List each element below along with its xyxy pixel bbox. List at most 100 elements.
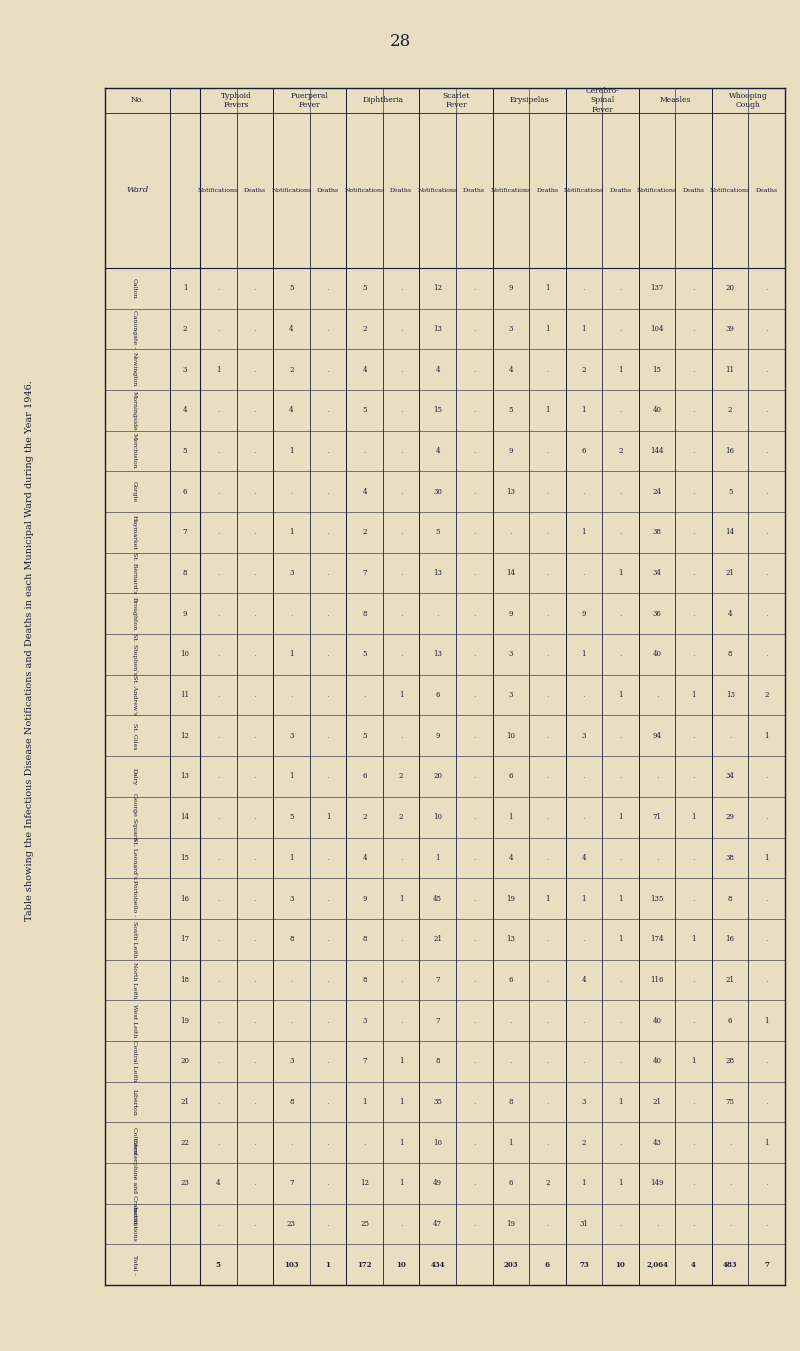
Text: Whooping
Cough: Whooping Cough <box>729 92 768 109</box>
Text: .: . <box>254 692 256 698</box>
Text: .: . <box>546 609 549 617</box>
Text: .: . <box>766 447 768 455</box>
Text: 144: 144 <box>650 447 664 455</box>
Text: Deaths: Deaths <box>536 188 558 193</box>
Text: 5: 5 <box>289 813 294 821</box>
Text: 2: 2 <box>728 407 733 415</box>
Text: 103: 103 <box>284 1260 298 1269</box>
Text: 1: 1 <box>582 407 586 415</box>
Text: 8: 8 <box>728 894 733 902</box>
Text: 34: 34 <box>726 773 734 781</box>
Text: .: . <box>692 732 695 740</box>
Text: 2,064: 2,064 <box>646 1260 668 1269</box>
Text: .: . <box>766 1058 768 1065</box>
Text: .: . <box>400 447 402 455</box>
Text: 8: 8 <box>509 1098 513 1106</box>
Text: 7: 7 <box>435 1016 440 1024</box>
Text: 4: 4 <box>728 609 733 617</box>
Text: .: . <box>692 284 695 292</box>
Text: .: . <box>510 1016 512 1024</box>
Text: 172: 172 <box>358 1260 372 1269</box>
Text: West Leith: West Leith <box>132 1004 137 1038</box>
Text: 11: 11 <box>181 692 190 698</box>
Text: Notifications: Notifications <box>418 188 458 193</box>
Text: 15: 15 <box>181 854 190 862</box>
Text: 1: 1 <box>399 692 403 698</box>
Text: 1: 1 <box>618 569 622 577</box>
Text: 1: 1 <box>399 1139 403 1147</box>
Text: 20: 20 <box>181 1058 190 1065</box>
Text: 16: 16 <box>726 447 734 455</box>
Text: 5: 5 <box>435 528 440 536</box>
Text: 3: 3 <box>509 326 513 332</box>
Text: 21: 21 <box>653 1098 662 1106</box>
Text: 8: 8 <box>289 935 294 943</box>
Text: .: . <box>217 488 219 496</box>
Text: .: . <box>473 975 475 984</box>
Text: .: . <box>326 650 330 658</box>
Text: .: . <box>326 894 330 902</box>
Text: 6: 6 <box>545 1260 550 1269</box>
Text: .: . <box>326 488 330 496</box>
Text: .: . <box>692 326 695 332</box>
Text: 434: 434 <box>430 1260 445 1269</box>
Text: 10: 10 <box>396 1260 406 1269</box>
Text: .: . <box>217 326 219 332</box>
Text: 28: 28 <box>390 32 410 50</box>
Text: 1: 1 <box>618 366 622 374</box>
Text: .: . <box>326 284 330 292</box>
Text: 21: 21 <box>181 1098 190 1106</box>
Text: .: . <box>766 894 768 902</box>
Text: 2: 2 <box>399 773 403 781</box>
Text: Deaths: Deaths <box>756 188 778 193</box>
Text: .: . <box>254 773 256 781</box>
Text: .: . <box>473 894 475 902</box>
Text: 8: 8 <box>289 1098 294 1106</box>
Text: .: . <box>582 1016 586 1024</box>
Text: 2: 2 <box>289 366 294 374</box>
Text: .: . <box>546 773 549 781</box>
Text: St. Leonard's: St. Leonard's <box>132 836 137 880</box>
Text: .: . <box>473 1098 475 1106</box>
Text: 40: 40 <box>653 1016 662 1024</box>
Text: George Square: George Square <box>132 793 137 840</box>
Text: 9: 9 <box>435 732 440 740</box>
Text: .: . <box>766 609 768 617</box>
Text: .: . <box>254 975 256 984</box>
Text: .: . <box>766 1098 768 1106</box>
Text: 9: 9 <box>362 894 366 902</box>
Text: 4: 4 <box>362 366 366 374</box>
Text: 6: 6 <box>509 773 513 781</box>
Text: .: . <box>656 854 658 862</box>
Text: .: . <box>766 813 768 821</box>
Text: .: . <box>326 447 330 455</box>
Text: .: . <box>546 1098 549 1106</box>
Text: .: . <box>326 692 330 698</box>
Text: 1: 1 <box>509 1139 513 1147</box>
Text: .: . <box>326 326 330 332</box>
Text: 1: 1 <box>545 284 550 292</box>
Text: Notifications: Notifications <box>490 188 531 193</box>
Text: .: . <box>766 935 768 943</box>
Text: 2: 2 <box>582 1139 586 1147</box>
Text: 6: 6 <box>728 1016 733 1024</box>
Text: .: . <box>326 732 330 740</box>
Text: No.: No. <box>130 96 144 104</box>
Text: Notifications: Notifications <box>710 188 750 193</box>
Text: 8: 8 <box>362 609 366 617</box>
Text: 14: 14 <box>506 569 515 577</box>
Text: .: . <box>473 732 475 740</box>
Text: .: . <box>254 1179 256 1188</box>
Text: 17: 17 <box>181 935 190 943</box>
Text: 2: 2 <box>765 692 769 698</box>
Text: 5: 5 <box>362 407 366 415</box>
Text: 9: 9 <box>582 609 586 617</box>
Text: .: . <box>217 1139 219 1147</box>
Text: .: . <box>217 854 219 862</box>
Text: 24: 24 <box>653 488 662 496</box>
Text: Cerebro-
Spinal
Fever: Cerebro- Spinal Fever <box>586 88 619 113</box>
Text: .: . <box>473 609 475 617</box>
Text: 1: 1 <box>582 650 586 658</box>
Text: 1: 1 <box>618 1098 622 1106</box>
Text: .: . <box>582 1058 586 1065</box>
